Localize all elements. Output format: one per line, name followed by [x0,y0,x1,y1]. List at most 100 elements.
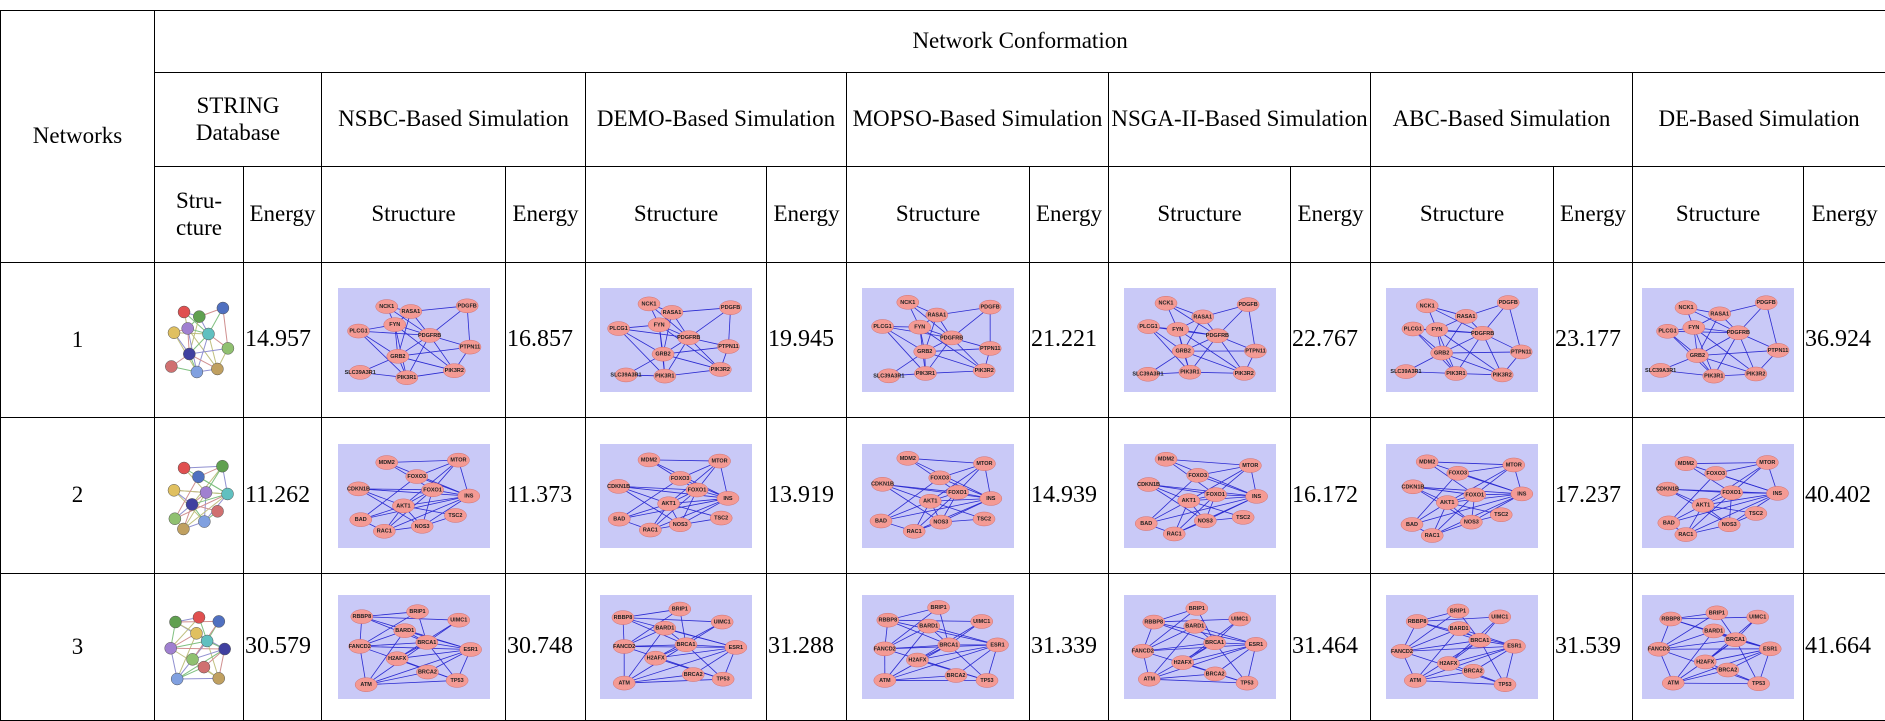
node-label: TSC2 [714,515,728,521]
network-node [202,328,214,340]
node-label: PTPN11 [459,345,479,351]
node-label: FOXO3 [407,473,426,479]
network-node [193,611,205,623]
node-label: ESR1 [463,647,477,653]
energy-value: 19.945 [767,263,847,418]
node-label: RBBP8 [878,618,897,624]
node-label: BRCA2 [947,673,966,679]
node-label: SLC39A3R1 [344,370,375,376]
node-label: RASA1 [1193,314,1212,320]
node-label: MTOR [450,457,466,463]
group-name: DE-Based Simulation [1633,73,1885,167]
network-node [187,653,199,665]
network-node [190,627,202,639]
structure-cell [155,263,244,418]
node-label: PIK3R2 [711,367,730,373]
node-label: FYN [1688,325,1699,331]
node-label: TSC2 [1749,510,1763,516]
node-label: BRIP1 [1188,606,1204,612]
node-label: BAD [613,516,625,522]
node-label: H2AFX [1173,660,1191,666]
network-node [169,512,181,524]
node-label: ATM [618,681,630,687]
node-label: PDGFB [1238,302,1257,308]
node-label: PDGFB [457,303,476,309]
energy-value: 14.957 [244,263,322,418]
node-label: FOXO1 [1465,492,1484,498]
network-id: 1 [1,263,155,418]
node-label: INS [1252,493,1262,499]
node-label: FANCD2 [874,646,896,652]
network-node [168,484,180,496]
node-label: FOXO1 [1722,490,1741,496]
node-label: INS [723,495,733,501]
node-label: RASA1 [927,312,946,318]
subheader pre: Energy [506,167,586,263]
node-label: RBBP8 [1144,620,1163,626]
energy-value: 31.339 [1030,574,1109,721]
network-node [171,673,183,685]
energy-value: 30.748 [506,574,586,721]
node-label: FOXO3 [1188,472,1207,478]
node-label: FANCD2 [1131,649,1153,655]
node-label: BARD1 [1704,628,1723,634]
node-label: TSC2 [1236,514,1250,520]
node-label: PIK3R2 [1493,372,1512,378]
energy-value: 31.539 [1554,574,1633,721]
node-label: FOXO1 [948,489,967,495]
node-label: RAC1 [643,527,658,533]
node-label: PIK3R2 [975,368,994,374]
node-label: AKT1 [661,501,675,507]
node-label: GRB2 [655,352,670,358]
node-label: PLCG1 [349,328,367,334]
node-label: PIK3R2 [444,368,463,374]
node-label: TP53 [450,678,463,684]
node-label: NOS3 [1464,519,1479,525]
node-label: PTPN11 [1768,348,1788,354]
node-label: PDGFRB [417,333,440,339]
node-label: PIK3R1 [1704,374,1723,380]
energy-value: 31.464 [1291,574,1371,721]
network-image: NCK1RASA1PDGFBPLCG1FYNPDGFRBGRB2PTPN11SL… [338,288,490,392]
node-label: PIK3R1 [655,374,674,380]
node-label: BRCA2 [1718,667,1737,673]
node-label: PTPN11 [980,346,1000,352]
node-label: BARD1 [919,624,938,630]
energy-value: 16.857 [506,263,586,418]
node-label: TP53 [1752,681,1765,687]
subheader pre: Stru- cture [155,167,244,263]
node-label: SLC39A3R1 [1390,369,1421,375]
network-node [165,642,177,654]
node-label: RBBP8 [614,615,633,621]
node-label: INS [1773,490,1783,496]
node-label: RASA1 [401,309,420,315]
node-label: BRCA2 [1205,671,1224,677]
group-name: NSBC-Based Simulation [322,73,586,167]
node-label: CDKN1B [871,481,894,487]
network-id: 3 [1,574,155,721]
network-node [192,470,204,482]
node-label: BRCA1 [1726,637,1745,643]
node-label: H2AFX [647,656,665,662]
node-label: TP53 [1498,682,1511,688]
node-label: MDM2 [1419,459,1435,465]
node-label: NCK1 [900,300,915,306]
network-id: 2 [1,418,155,574]
node-label: BRIP1 [1450,608,1466,614]
node-label: INS [464,493,474,499]
node-label: CDKN1B [607,483,630,489]
node-label: FOXO3 [1706,470,1725,476]
